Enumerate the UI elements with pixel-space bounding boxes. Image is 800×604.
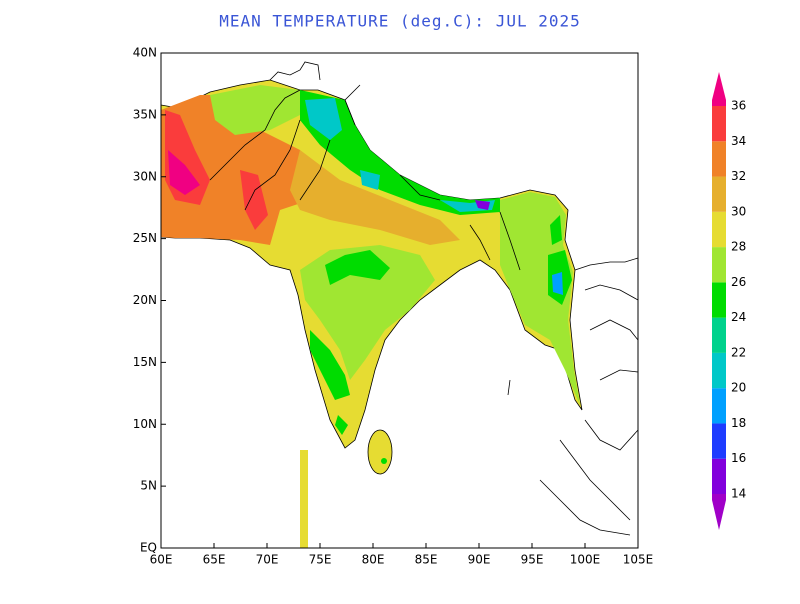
- x-tick-label: 65E: [203, 553, 226, 567]
- x-tick-label: 70E: [256, 553, 279, 567]
- temperature-field: [160, 79, 583, 548]
- colorbar-segment: [712, 388, 726, 424]
- colorbar-label: 20: [731, 381, 746, 395]
- colorbar-label: 24: [731, 310, 746, 324]
- y-tick-label: 25N: [133, 231, 157, 245]
- colorbar-segment: [712, 106, 726, 142]
- y-tick-label: 40N: [133, 46, 157, 60]
- colorbar-segment: [712, 247, 726, 283]
- x-tick-label: 85E: [415, 553, 438, 567]
- colorbar-label: 16: [731, 451, 746, 465]
- colorbar-label: 22: [731, 345, 746, 359]
- colorbar-segment: [712, 141, 726, 177]
- x-tick-label: 105E: [623, 553, 654, 567]
- boundaries: [209, 61, 639, 536]
- colorbar-label: 26: [731, 275, 746, 289]
- colorbar-segment: [712, 211, 726, 248]
- y-tick-label: 5N: [140, 479, 157, 493]
- colorbar-segment: [712, 176, 726, 212]
- x-tick-label: 80E: [362, 553, 385, 567]
- colorbar-segment: [712, 317, 726, 353]
- x-tick-label: 95E: [521, 553, 544, 567]
- y-tick-label: 10N: [133, 417, 157, 431]
- x-tick-label: 90E: [468, 553, 491, 567]
- y-tick-label: 20N: [133, 293, 157, 307]
- colorbar-segment: [712, 282, 726, 318]
- colorbar-label: 30: [731, 204, 746, 218]
- y-tick-label: 35N: [133, 107, 157, 121]
- colorbar-label: 36: [731, 99, 746, 113]
- colorbar-label: 34: [731, 134, 746, 148]
- y-tick-label: EQ: [140, 541, 157, 555]
- colorbar-low-end: [712, 494, 726, 530]
- colorbar-label: 32: [731, 169, 746, 183]
- colorbar-label: 14: [731, 487, 746, 501]
- colorbar-segment: [712, 352, 726, 389]
- y-tick-label: 30N: [133, 169, 157, 183]
- map-title: MEAN TEMPERATURE (deg.C): JUL 2025: [219, 12, 581, 31]
- colorbar-segment: [712, 423, 726, 459]
- x-tick-label: 75E: [309, 553, 332, 567]
- colorbar-label: 28: [731, 240, 746, 254]
- colorbar-label: 18: [731, 416, 746, 430]
- x-tick-label: 100E: [570, 553, 601, 567]
- x-tick-label: 60E: [150, 553, 173, 567]
- colorbar-segment: [712, 458, 726, 494]
- colorbar-high-end: [712, 72, 726, 106]
- y-tick-label: 15N: [133, 355, 157, 369]
